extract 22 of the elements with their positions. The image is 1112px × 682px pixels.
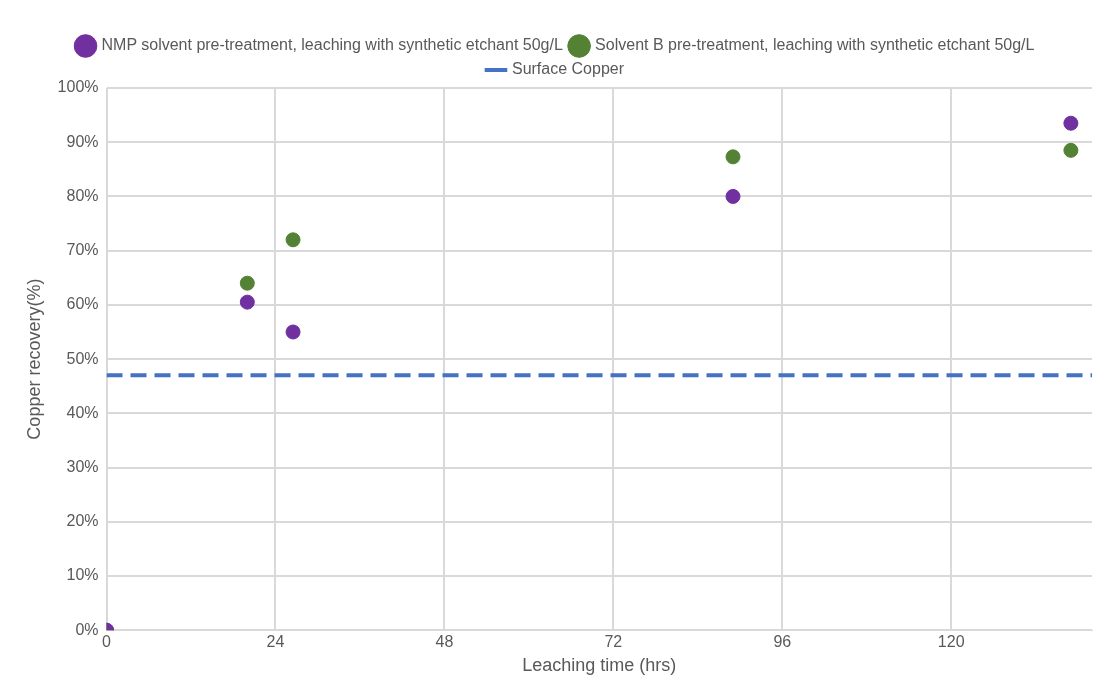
x-tick-label: 0 [102,633,112,651]
x-tick-label: 24 [266,633,285,651]
y-tick-label: 40% [66,403,99,421]
x-tick-label: 72 [604,633,623,651]
y-tick-label: 50% [66,349,99,367]
y-tick-label: 0% [75,620,99,638]
x-axis-title: Leaching time (hrs) [522,655,677,676]
y-tick-label: 20% [66,512,99,530]
y-tick-label: 10% [66,566,99,584]
legend-label: Solvent B pre-treatment, leaching with synthetic etchant 50g/L [595,36,1035,54]
y-tick-label: 70% [66,241,99,259]
x-tick-label: 120 [937,633,965,651]
legend-label: NMP solvent pre-treatment, leaching with synthetic etchant 50g/L [101,36,563,54]
legend-label: Surface Copper [511,60,625,78]
y-tick-label: 80% [66,186,99,204]
y-tick-label: 30% [66,457,99,475]
y-tick-label: 60% [66,295,99,313]
y-tick-label: 100% [57,78,99,96]
y-axis-title: Copper recovery(%) [23,278,44,440]
x-tick-label: 48 [435,633,454,651]
y-tick-label: 90% [66,132,99,150]
x-tick-label: 96 [773,633,792,651]
